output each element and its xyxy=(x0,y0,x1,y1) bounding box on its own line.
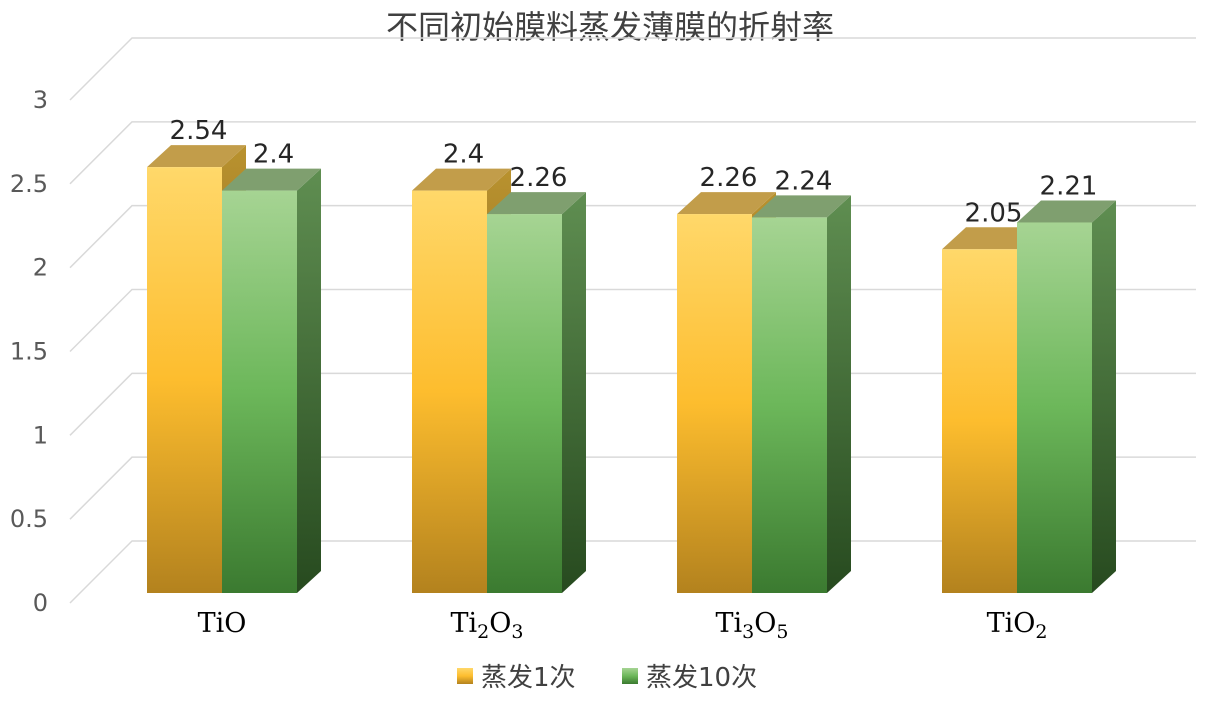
tick-text: TiO xyxy=(987,608,1036,639)
data-label: 2.54 xyxy=(170,116,228,146)
data-label: 2.26 xyxy=(510,163,568,193)
x-axis: TiO Ti2O3 Ti3O5 TiO2 xyxy=(198,608,1048,643)
y-tick-label: 1.5 xyxy=(10,338,48,366)
subscript: 3 xyxy=(742,621,754,643)
legend-label: 蒸发10次 xyxy=(646,663,757,693)
bar-top xyxy=(487,192,586,215)
subscript: 2 xyxy=(477,621,489,643)
legend-label: 蒸发1次 xyxy=(481,663,576,693)
bar xyxy=(942,249,1017,594)
x-tick-label: TiO2 xyxy=(987,608,1048,643)
legend-swatch xyxy=(622,668,638,684)
bar-top xyxy=(412,168,511,191)
bars xyxy=(147,145,1116,594)
x-tick-label: Ti2O3 xyxy=(451,608,524,643)
tick-text: O xyxy=(489,608,511,639)
bar-top xyxy=(1017,200,1116,223)
y-tick-label: 3 xyxy=(33,86,48,114)
bar xyxy=(147,167,222,594)
y-axis: 0 0.5 1 1.5 2 2.5 3 xyxy=(10,86,48,617)
tick-text: Ti xyxy=(716,608,743,639)
bar-top xyxy=(147,145,246,168)
bar xyxy=(222,190,297,593)
bar xyxy=(412,190,487,593)
subscript: 5 xyxy=(776,621,788,643)
y-tick-label: 1 xyxy=(33,421,48,449)
y-tick-label: 2 xyxy=(33,254,48,282)
y-tick-label: 0.5 xyxy=(10,505,48,533)
x-tick-label: TiO xyxy=(198,608,247,639)
bar xyxy=(487,214,562,593)
bar-top xyxy=(752,195,851,218)
bar xyxy=(752,217,827,593)
bar-side xyxy=(562,192,586,593)
gridline xyxy=(69,37,1196,101)
data-label: 2.21 xyxy=(1040,171,1098,201)
legend-swatch xyxy=(457,668,473,684)
tick-text: O xyxy=(754,608,776,639)
bar xyxy=(1017,222,1092,593)
y-tick-label: 2.5 xyxy=(10,170,48,198)
bar-side xyxy=(827,195,851,593)
tick-text: TiO xyxy=(198,608,247,639)
legend: 蒸发1次 蒸发10次 xyxy=(457,663,757,693)
y-tick-label: 0 xyxy=(33,589,48,617)
bar-side xyxy=(297,168,321,593)
x-tick-label: Ti3O5 xyxy=(716,608,789,643)
bar-top xyxy=(677,192,776,215)
bar xyxy=(677,214,752,593)
tick-text: Ti xyxy=(451,608,478,639)
bar-top xyxy=(942,227,1041,250)
chart-title: 不同初始膜料蒸发薄膜的折射率 xyxy=(386,8,834,46)
data-label: 2.24 xyxy=(775,166,833,196)
data-label: 2.4 xyxy=(443,140,484,170)
subscript: 3 xyxy=(511,621,523,643)
subscript: 2 xyxy=(1035,621,1047,643)
data-label: 2.4 xyxy=(253,140,294,170)
data-label: 2.05 xyxy=(965,198,1023,228)
data-labels: 2.54 2.4 2.4 2.26 2.26 2.24 2.05 2.21 xyxy=(170,116,1098,228)
bar-side xyxy=(1092,200,1116,593)
data-label: 2.26 xyxy=(700,163,758,193)
bar-top xyxy=(222,168,321,191)
gridline xyxy=(69,121,1196,185)
gridlines xyxy=(69,37,1196,604)
